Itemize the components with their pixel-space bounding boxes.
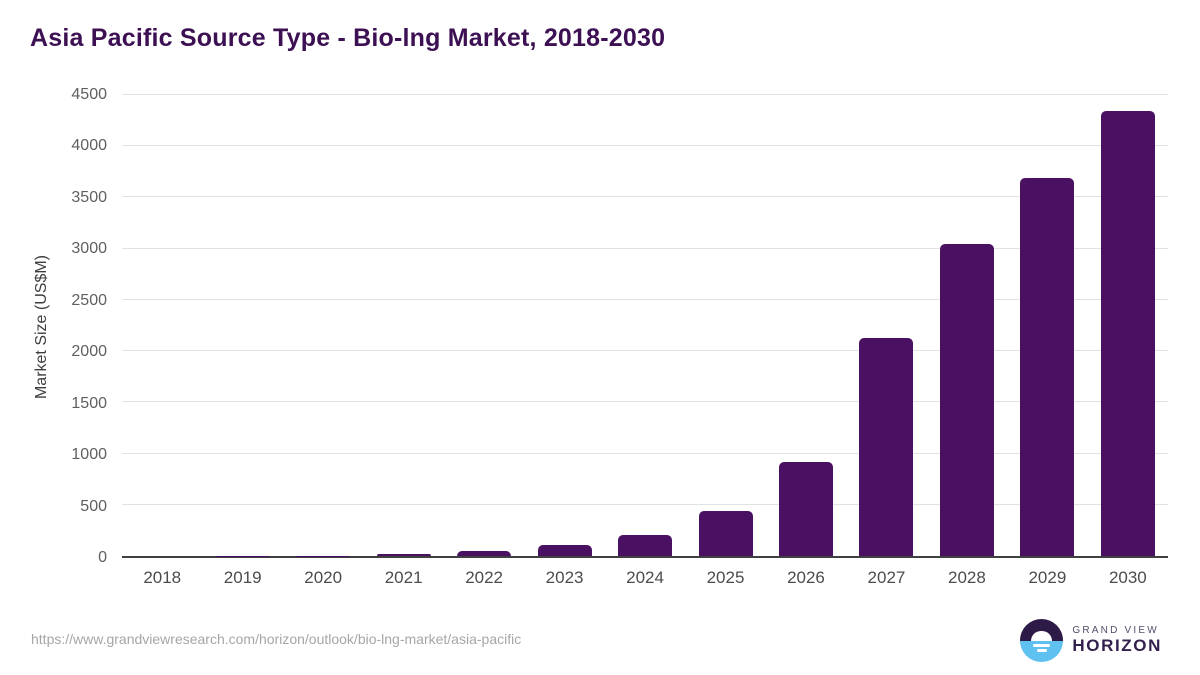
- gridline-3000: [122, 247, 1168, 249]
- bar-2030: [1100, 110, 1155, 556]
- x-label-2026: 2026: [787, 568, 825, 587]
- gridline-4500: [122, 94, 1168, 95]
- logo-ripple-line: [1033, 643, 1051, 647]
- y-tick-label-0: 0: [98, 549, 107, 566]
- brand-text: GRAND VIEW HORIZON: [1072, 625, 1162, 656]
- x-label-2023: 2023: [545, 568, 584, 587]
- y-tick-label-1000: 1000: [71, 446, 107, 464]
- y-ticks: 0 500 1000 1500 2000 2500 3000 3500 4000 4500: [0, 86, 107, 566]
- x-label-2019: 2019: [223, 568, 262, 587]
- logo-sun-icon: [1031, 630, 1053, 641]
- bar-2028: [939, 244, 994, 556]
- bar-slot-2018: [122, 95, 202, 556]
- gridline-2000: [122, 350, 1168, 352]
- gridline-1000: [122, 452, 1168, 454]
- bar-slot-2019: [202, 95, 282, 556]
- source-url: https://www.grandviewresearch.com/horizo…: [31, 631, 522, 647]
- gridline-500: [122, 503, 1168, 505]
- bar-slot-2029: [1007, 95, 1087, 556]
- plot-area: [122, 94, 1168, 558]
- bar-slot-2022: [444, 95, 524, 556]
- x-labels: 2018 2019 2020 2021 2022 2023 2024 2025 2026 2027…: [122, 568, 1168, 588]
- grand-view-horizon-logo: GRAND VIEW HORIZON: [1020, 619, 1162, 662]
- bar-2027: [859, 338, 914, 556]
- brand-name-top: GRAND VIEW: [1072, 624, 1159, 636]
- grand-view-horizon-logo-icon: [1020, 619, 1064, 662]
- x-label-2024: 2024: [626, 568, 664, 587]
- bar-2023: [537, 545, 592, 556]
- x-label-2018: 2018: [143, 568, 182, 587]
- bar-2021: [376, 553, 431, 556]
- bar-2022: [457, 550, 512, 556]
- x-label-2020: 2020: [304, 568, 343, 587]
- bar-slot-2024: [605, 95, 685, 556]
- bar-slot-2026: [766, 95, 846, 556]
- gridline-3500: [122, 196, 1168, 198]
- bar-2025: [698, 511, 753, 556]
- x-label-2027: 2027: [867, 568, 906, 587]
- bar-2024: [618, 535, 673, 556]
- bar-2029: [1020, 177, 1075, 556]
- brand-name-bottom: HORIZON: [1072, 636, 1162, 656]
- x-label-2022: 2022: [465, 568, 504, 587]
- logo-ripple-line: [1036, 649, 1047, 652]
- x-label-2021: 2021: [384, 568, 423, 587]
- bar-slot-2020: [283, 95, 363, 556]
- y-tick-label-3000: 3000: [71, 240, 107, 258]
- x-label-2030: 2030: [1108, 568, 1147, 587]
- bar-slot-2023: [524, 95, 604, 556]
- y-tick-label-4500: 4500: [71, 86, 107, 103]
- gridline-2500: [122, 298, 1168, 300]
- y-tick-label-500: 500: [80, 497, 107, 515]
- y-tick-label-2000: 2000: [71, 343, 107, 361]
- x-label-2025: 2025: [706, 568, 745, 587]
- bars-row: [122, 95, 1168, 556]
- gridline-4000: [122, 145, 1168, 147]
- y-tick-label-2500: 2500: [71, 291, 107, 309]
- bar-slot-2025: [685, 95, 765, 556]
- bar-slot-2028: [927, 95, 1007, 556]
- y-tick-label-3500: 3500: [71, 188, 107, 206]
- bar-2026: [778, 462, 833, 556]
- gridline-1500: [122, 401, 1168, 403]
- bar-slot-2021: [363, 95, 443, 556]
- logo-sky-half: [1020, 619, 1064, 641]
- y-tick-label-1500: 1500: [71, 394, 107, 412]
- chart-title: Asia Pacific Source Type - Bio-lng Marke…: [30, 24, 666, 52]
- x-label-2029: 2029: [1028, 568, 1067, 587]
- bar-slot-2030: [1088, 95, 1168, 556]
- y-tick-label-4000: 4000: [71, 137, 107, 155]
- x-label-2028: 2028: [948, 568, 986, 587]
- bar-slot-2027: [846, 95, 926, 556]
